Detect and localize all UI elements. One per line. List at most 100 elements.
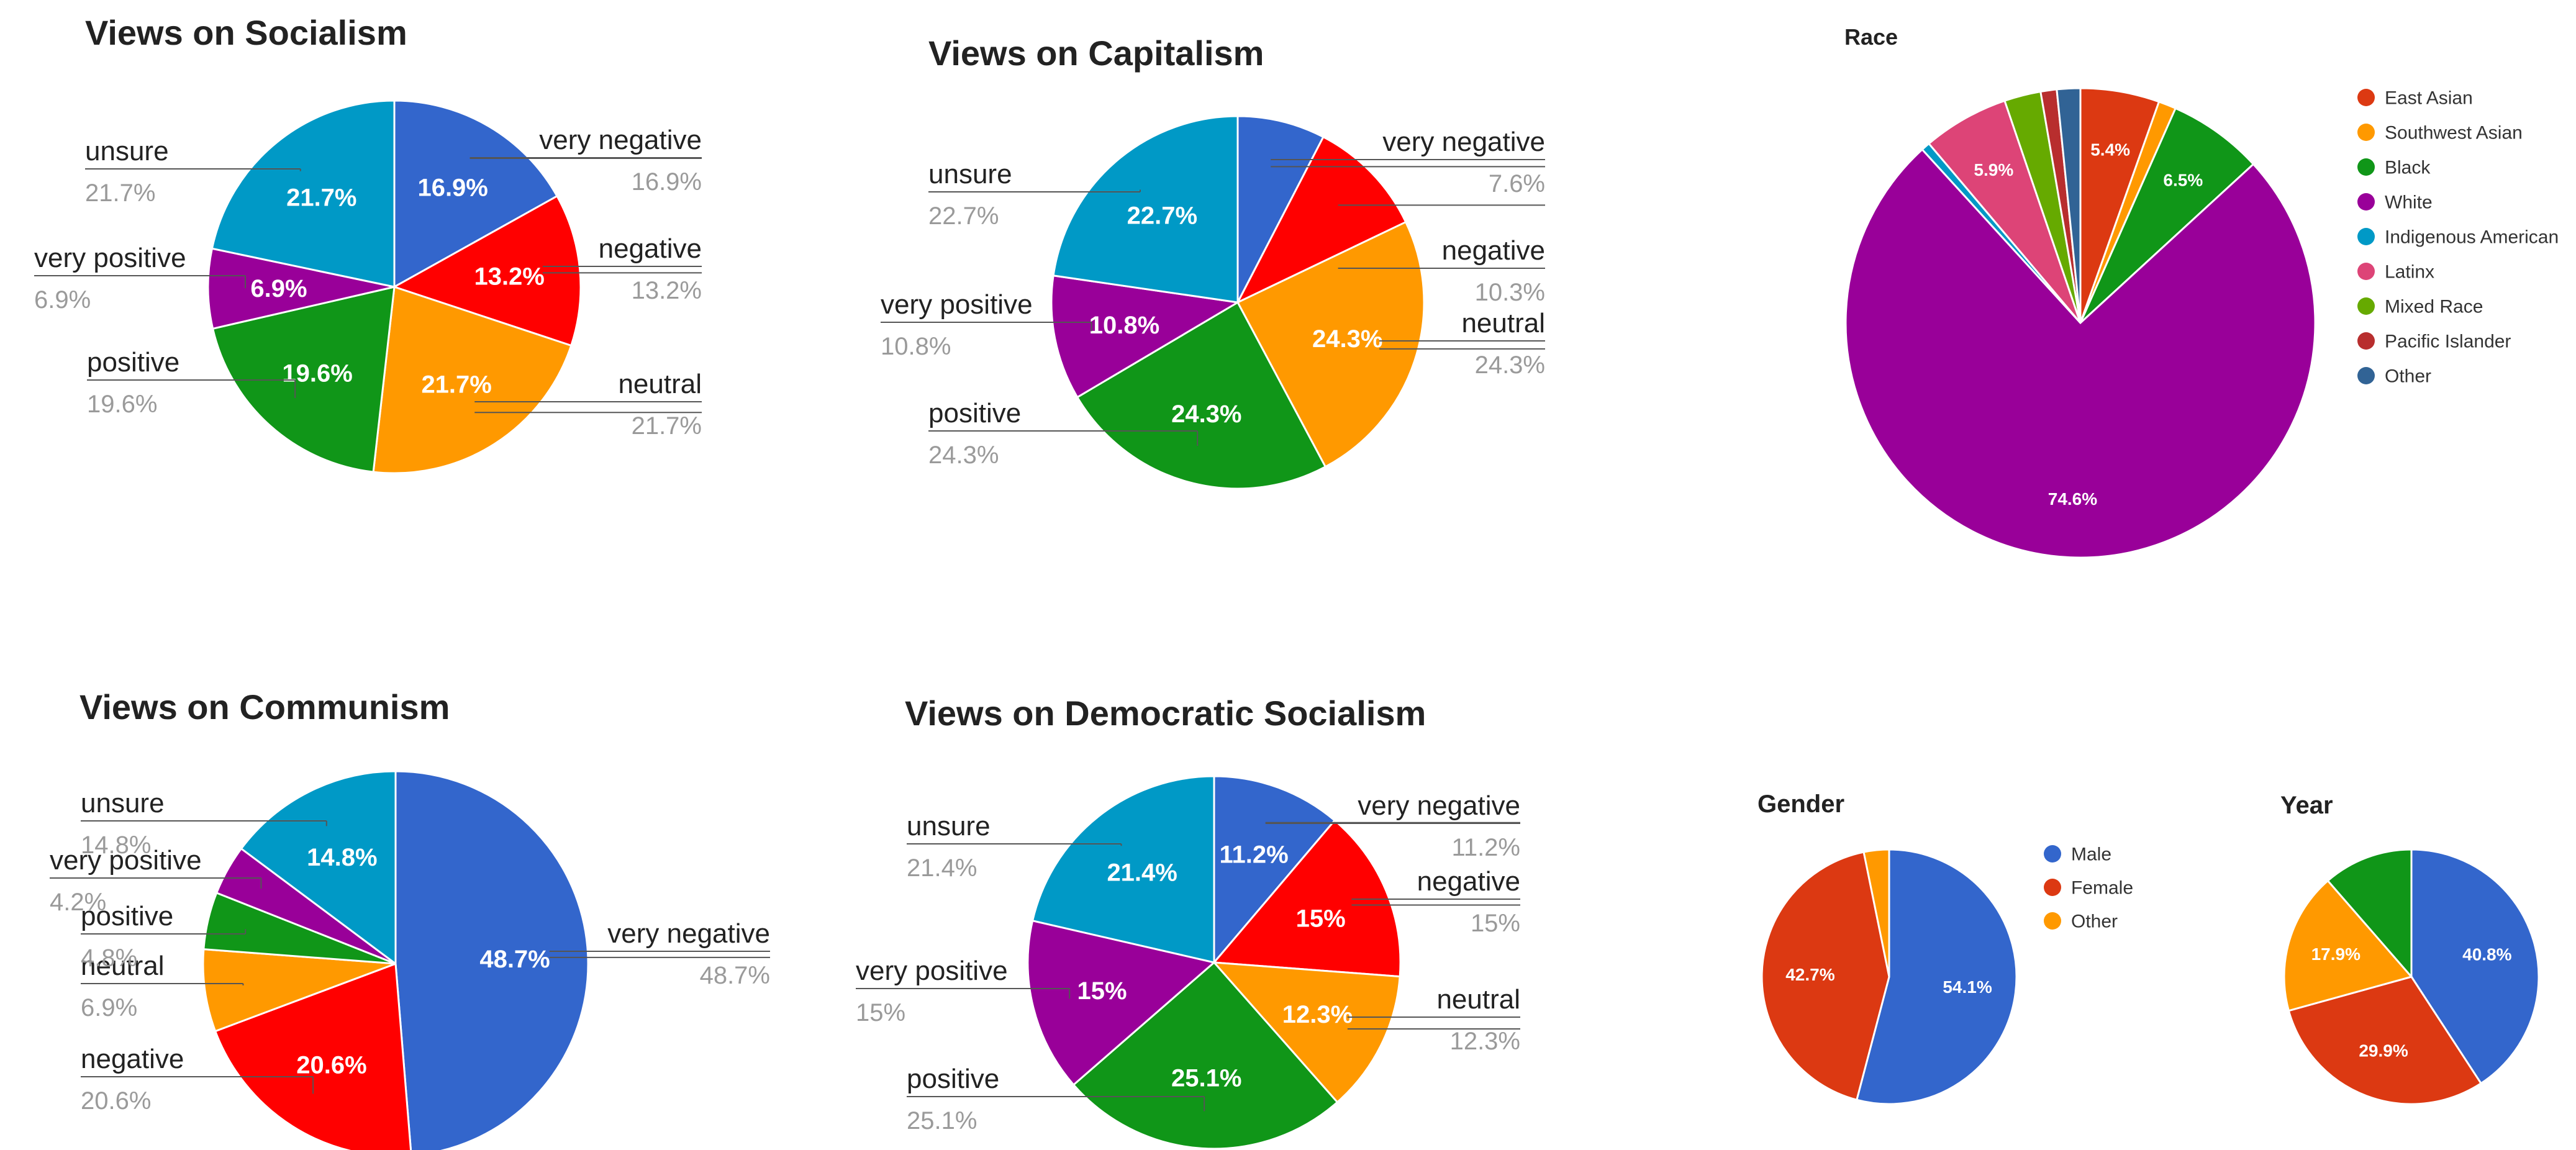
- slice-neutral: [1236, 220, 1425, 468]
- legend-item-other: Other: [2071, 912, 2118, 932]
- slice-value-label: 5.4%: [2090, 140, 2130, 159]
- callout-category-positive: positive: [928, 398, 1021, 428]
- slice-neutral: [202, 948, 396, 1033]
- slice-2: [2287, 976, 2483, 1105]
- callout-percent: 4.2%: [50, 889, 106, 916]
- slice-negative: [1212, 819, 1402, 978]
- slice-very-positive: [1027, 919, 1217, 1087]
- callout-category-very-positive: very positive: [34, 243, 186, 273]
- slice-value-label: 17.9%: [2311, 944, 2361, 964]
- slice-value-label: 19.6%: [282, 360, 352, 387]
- callout-category-neutral: neutral: [81, 951, 165, 981]
- legend-swatch: [2357, 193, 2375, 211]
- callout-percent: 16.9%: [632, 168, 702, 196]
- pie-chart-views-on-socialism: Views on Socialism 16.9% 13.2% 21.7% 19.6% 6.…: [34, 13, 702, 474]
- callout-category-negative: negative: [1417, 866, 1520, 897]
- legend-item-other: Other: [2385, 366, 2431, 387]
- callout-percent: 15%: [856, 999, 905, 1026]
- slice-negative: [1235, 135, 1407, 305]
- pie-chart-race: Race 5.4% 6.5% 74.6% 5.9% East Asian Southwest…: [1844, 24, 2559, 559]
- legend-item-east-asian: East Asian: [2385, 88, 2473, 109]
- callout-percent: 12.3%: [1450, 1028, 1520, 1055]
- legend-item-indigenous-american: Indigenous American: [2385, 227, 2559, 248]
- slice-negative: [214, 962, 412, 1150]
- callout-percent: 6.9%: [34, 286, 91, 314]
- legend: East Asian Southwest Asian Black White Indig…: [2357, 88, 2559, 387]
- slice-value-label: 16.9%: [417, 174, 488, 202]
- slice-unsure: [240, 770, 397, 966]
- slice-very-negative: [1236, 115, 1325, 303]
- slice-positive: [1076, 301, 1327, 490]
- legend-item-southwest-asian: Southwest Asian: [2385, 123, 2523, 143]
- legend-swatch: [2044, 879, 2061, 896]
- callout-percent: 14.8%: [81, 831, 151, 859]
- slice-value-label: 15%: [1296, 905, 1346, 932]
- chart-title: Views on Socialism: [85, 13, 407, 52]
- legend-item-female: Female: [2071, 878, 2133, 899]
- callout-percent: 7.6%: [1489, 170, 1545, 197]
- callout-category-very-positive: very positive: [881, 289, 1033, 320]
- callout-category-neutral: neutral: [1436, 984, 1520, 1015]
- slice-value-label: 15%: [1077, 977, 1127, 1005]
- chart-title: Views on Communism: [79, 687, 450, 727]
- slice-value-label: 6.9%: [250, 275, 307, 302]
- callout-category-unsure: unsure: [85, 136, 169, 166]
- callout-category-very-negative: very negative: [539, 125, 702, 155]
- slice-very-negative: [394, 770, 589, 1150]
- chart-title: Views on Democratic Socialism: [905, 694, 1426, 733]
- chart-title: Year: [2280, 792, 2333, 819]
- legend-swatch: [2357, 297, 2375, 315]
- slice-very-positive: [1050, 274, 1241, 399]
- slice-value-label: 25.1%: [1171, 1065, 1241, 1092]
- callout-category-very-positive: very positive: [50, 845, 202, 876]
- callout-percent: 20.6%: [81, 1087, 151, 1115]
- slice-4: [2326, 848, 2413, 980]
- callout-percent: 25.1%: [907, 1107, 977, 1134]
- legend-item-black: Black: [2385, 158, 2431, 178]
- callout-percent: 15%: [1471, 910, 1520, 937]
- callout-category-unsure: unsure: [81, 788, 165, 818]
- slice-value-label: 14.8%: [307, 844, 377, 871]
- slice-other: [1862, 848, 1890, 977]
- callout-category-unsure: unsure: [907, 811, 991, 841]
- slice-other: [2056, 87, 2082, 324]
- slice-unsure: [211, 99, 396, 288]
- callout-percent: 13.2%: [632, 277, 702, 304]
- slice-3: [2283, 879, 2413, 1012]
- slice-value-label: 10.8%: [1089, 312, 1159, 339]
- slice-latinx: [1927, 99, 2082, 324]
- callout-percent: 11.2%: [1452, 834, 1520, 861]
- slice-value-label: 5.9%: [1974, 160, 2013, 179]
- slice-value-label: 22.7%: [1127, 202, 1197, 229]
- callout-category-very-negative: very negative: [1358, 790, 1520, 821]
- slice-positive: [211, 286, 396, 473]
- callout-percent: 21.4%: [907, 854, 977, 882]
- legend-item-mixed-race: Mixed Race: [2385, 297, 2483, 317]
- callout-category-neutral: neutral: [1461, 308, 1545, 338]
- slice-male: [1855, 848, 2018, 1105]
- chart-title: Views on Capitalism: [928, 34, 1264, 73]
- callout-percent: 10.8%: [881, 333, 951, 360]
- legend-swatch: [2357, 332, 2375, 350]
- pie-chart-views-on-communism: Views on Communism 48.7% 20.6% 14.8% very ne…: [50, 687, 770, 1150]
- slice-value-label: 24.3%: [1171, 401, 1241, 428]
- callout-category-negative: negative: [81, 1044, 184, 1074]
- slice-value-label: 11.2%: [1219, 841, 1288, 868]
- callout-category-neutral: neutral: [618, 369, 702, 399]
- slice-value-label: 48.7%: [479, 946, 550, 973]
- callout-category-positive: positive: [907, 1064, 999, 1094]
- legend-item-pacific-islander: Pacific Islander: [2385, 332, 2511, 352]
- callout-percent: 19.6%: [87, 391, 157, 418]
- legend-item-male: Male: [2071, 844, 2111, 865]
- legend-swatch: [2357, 263, 2375, 280]
- pie-chart-gender: Gender 54.1% 42.7% Male Female Other: [1757, 790, 2133, 1105]
- legend-item-white: White: [2385, 192, 2433, 213]
- callout-category-very-negative: very negative: [1382, 127, 1545, 157]
- pie-chart-views-on-democratic-socialism: Views on Democratic Socialism 11.2% 15% 12.…: [856, 694, 1520, 1150]
- slice-very-positive: [207, 247, 395, 330]
- callout-category-negative: negative: [1442, 235, 1545, 266]
- slice-value-label: 54.1%: [1943, 977, 1992, 997]
- callout-percent: 4.8%: [81, 944, 137, 972]
- callout-category-very-positive: very positive: [856, 956, 1008, 986]
